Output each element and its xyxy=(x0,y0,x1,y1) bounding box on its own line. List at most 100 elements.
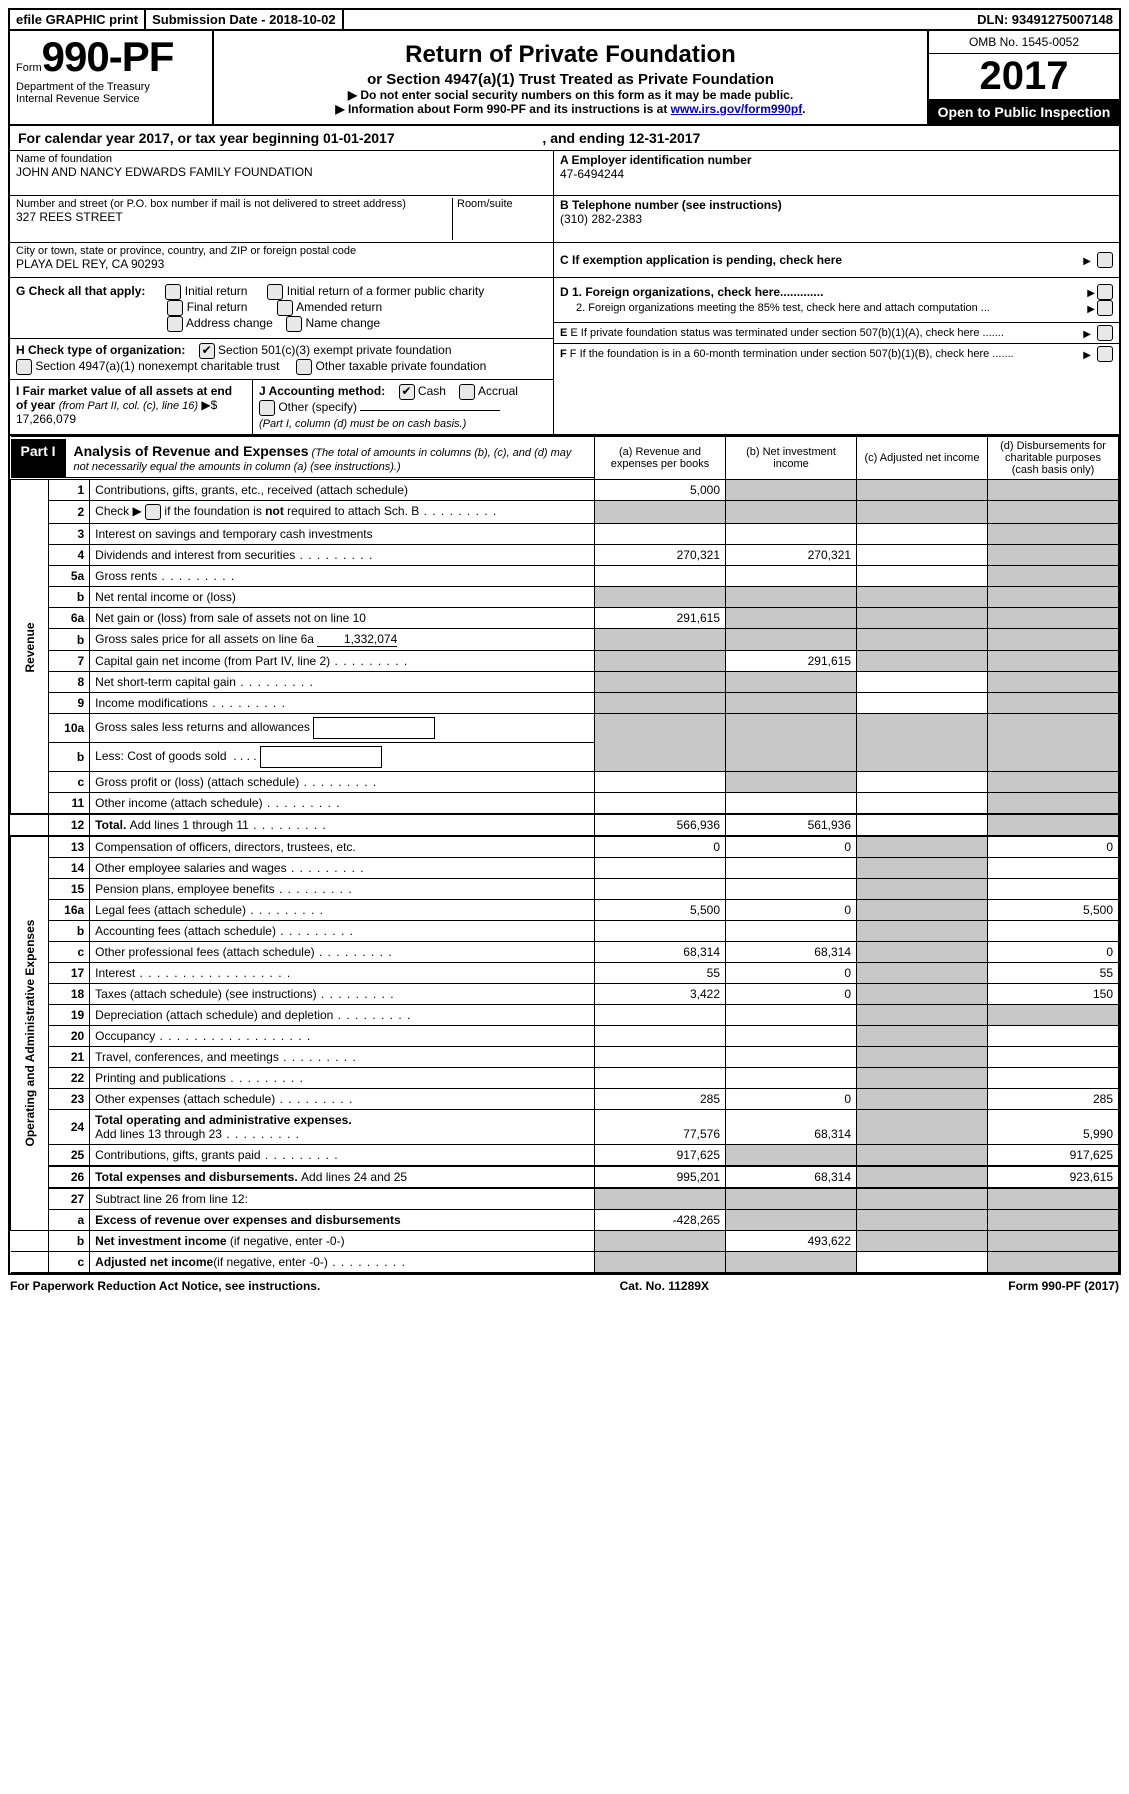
cell-value: 0 xyxy=(726,984,857,1005)
form-container: efile GRAPHIC print Submission Date - 20… xyxy=(8,8,1121,1275)
row-label: Excess of revenue over expenses and disb… xyxy=(90,1210,595,1231)
cell-value: 917,625 xyxy=(988,1145,1119,1167)
d1-label: D 1. Foreign organizations, check here..… xyxy=(560,285,823,299)
row-num: 16a xyxy=(49,900,90,921)
cell-value: 270,321 xyxy=(595,545,726,566)
cell-value: 0 xyxy=(726,900,857,921)
cell-value: 68,314 xyxy=(726,1166,857,1188)
revenue-section-label: Revenue xyxy=(11,480,49,815)
row-label: Other income (attach schedule) xyxy=(90,793,595,815)
cell-value: 150 xyxy=(988,984,1119,1005)
row-num: 14 xyxy=(49,858,90,879)
row-num: 27 xyxy=(49,1188,90,1210)
f-label: F If the foundation is in a 60-month ter… xyxy=(570,348,1014,360)
form-title: Return of Private Foundation xyxy=(224,41,917,69)
other-taxable-check[interactable] xyxy=(296,359,312,375)
row-label: Total expenses and disbursements. Add li… xyxy=(90,1166,595,1188)
address-change-check[interactable] xyxy=(167,316,183,332)
row-label: Printing and publications xyxy=(90,1068,595,1089)
row-num: 22 xyxy=(49,1068,90,1089)
row-label: Net gain or (loss) from sale of assets n… xyxy=(90,608,595,629)
schb-check[interactable] xyxy=(145,504,161,520)
cell-value: 566,936 xyxy=(595,814,726,836)
cell-value: 285 xyxy=(988,1089,1119,1110)
row-num: 7 xyxy=(49,651,90,672)
i-src: (from Part II, col. (c), line 16) xyxy=(59,400,198,412)
irs-link[interactable]: www.irs.gov/form990pf xyxy=(671,102,803,116)
e-check[interactable] xyxy=(1097,325,1113,341)
d1-check[interactable] xyxy=(1097,284,1113,300)
row-num: 18 xyxy=(49,984,90,1005)
paperwork-notice: For Paperwork Reduction Act Notice, see … xyxy=(10,1279,320,1293)
name-label: Name of foundation xyxy=(16,153,547,165)
row-label: Adjusted net income(if negative, enter -… xyxy=(90,1252,595,1273)
row-num: a xyxy=(49,1210,90,1231)
d2-check[interactable] xyxy=(1097,300,1113,316)
cal-pre: For calendar year 2017, or tax year begi… xyxy=(18,130,323,146)
final-return-check[interactable] xyxy=(167,300,183,316)
part1-table: Part I Analysis of Revenue and Expenses … xyxy=(10,436,1119,1273)
name-change-check[interactable] xyxy=(286,316,302,332)
cal-begin: 01-01-2017 xyxy=(323,130,395,146)
row-label: Capital gain net income (from Part IV, l… xyxy=(90,651,595,672)
cell-value: 5,000 xyxy=(595,480,726,501)
row-num: 3 xyxy=(49,524,90,545)
row-label: Gross rents xyxy=(90,566,595,587)
cell-value: 0 xyxy=(726,1089,857,1110)
foundation-name: JOHN AND NANCY EDWARDS FAMILY FOUNDATION xyxy=(16,165,547,179)
row-num: b xyxy=(49,1231,90,1252)
j-note: (Part I, column (d) must be on cash basi… xyxy=(259,418,466,430)
row-num: c xyxy=(49,772,90,793)
header-right: OMB No. 1545-0052 2017 Open to Public In… xyxy=(927,31,1119,124)
row-num: c xyxy=(49,942,90,963)
row-num: 15 xyxy=(49,879,90,900)
arrow-icon xyxy=(1081,253,1093,267)
row-label: Net short-term capital gain xyxy=(90,672,595,693)
ein-value: 47-6494244 xyxy=(560,167,624,181)
expenses-section-label: Operating and Administrative Expenses xyxy=(11,836,49,1231)
cash-check[interactable] xyxy=(399,384,415,400)
info-note-pre: ▶ Information about Form 990-PF and its … xyxy=(335,102,670,116)
cell-value: 995,201 xyxy=(595,1166,726,1188)
row-num: b xyxy=(49,629,90,651)
row-num: 2 xyxy=(49,501,90,524)
cell-value: 55 xyxy=(988,963,1119,984)
j-label: J Accounting method: xyxy=(259,384,385,398)
ssn-note: ▶ Do not enter social security numbers o… xyxy=(224,88,917,102)
cell-value: 0 xyxy=(726,963,857,984)
part1-title: Analysis of Revenue and Expenses xyxy=(74,443,309,459)
city-state: PLAYA DEL REY, CA 90293 xyxy=(16,257,547,271)
cell-value: 291,615 xyxy=(595,608,726,629)
cell-value: 0 xyxy=(726,836,857,858)
row-num: 26 xyxy=(49,1166,90,1188)
other-method-check[interactable] xyxy=(259,400,275,416)
c-label: C If exemption application is pending, c… xyxy=(560,253,842,267)
g1-label: Initial return xyxy=(185,284,248,298)
header: Form990-PF Department of the Treasury In… xyxy=(10,31,1119,126)
row-label: Total operating and administrative expen… xyxy=(90,1110,595,1145)
e-label: E If private foundation status was termi… xyxy=(570,327,1004,339)
501c3-check[interactable] xyxy=(199,343,215,359)
row-label: Total. Add lines 1 through 11 xyxy=(90,814,595,836)
row-num: 25 xyxy=(49,1145,90,1167)
g5-label: Address change xyxy=(186,316,273,330)
row-label: Dividends and interest from securities xyxy=(90,545,595,566)
phone-label: B Telephone number (see instructions) xyxy=(560,198,782,212)
cell-value: 270,321 xyxy=(726,545,857,566)
c-check[interactable] xyxy=(1097,252,1113,268)
f-check[interactable] xyxy=(1097,346,1113,362)
room-label: Room/suite xyxy=(457,198,547,210)
g4-label: Amended return xyxy=(296,300,382,314)
addr-label: Number and street (or P.O. box number if… xyxy=(16,198,452,210)
initial-return-check[interactable] xyxy=(165,284,181,300)
row-label: Depreciation (attach schedule) and deple… xyxy=(90,1005,595,1026)
4947-check[interactable] xyxy=(16,359,32,375)
amended-return-check[interactable] xyxy=(277,300,293,316)
cell-value: 0 xyxy=(595,836,726,858)
row-num: 11 xyxy=(49,793,90,815)
initial-former-check[interactable] xyxy=(267,284,283,300)
row-num: 23 xyxy=(49,1089,90,1110)
accrual-check[interactable] xyxy=(459,384,475,400)
cal-mid: , and ending xyxy=(542,130,628,146)
row-num: 6a xyxy=(49,608,90,629)
